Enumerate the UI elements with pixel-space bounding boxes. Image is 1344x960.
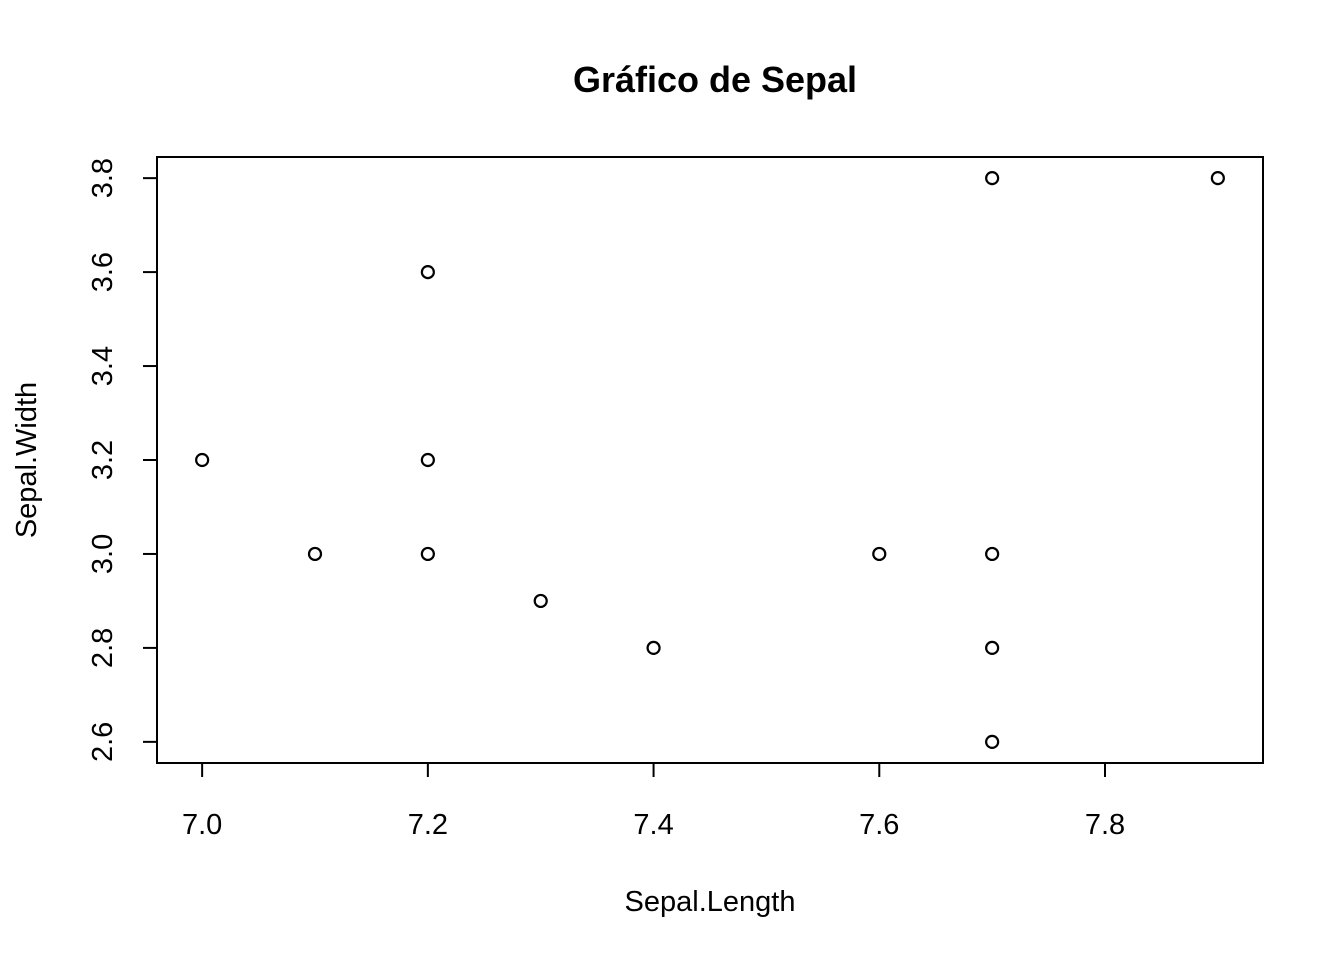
x-tick-label: 7.4: [633, 809, 673, 841]
data-points: [195, 171, 1225, 749]
data-point: [420, 264, 435, 280]
plot-frame: [156, 156, 1264, 764]
x-tick-label: 7.2: [408, 809, 448, 841]
data-point: [985, 546, 1000, 562]
data-point: [985, 734, 1000, 749]
y-tick-label: 3.6: [87, 252, 119, 292]
y-axis: 2.6 2.8 3.0 3.2 3.4 3.6 3.8: [87, 158, 158, 762]
y-tick-label: 3.4: [87, 346, 119, 386]
y-tick-label: 3.8: [87, 158, 119, 198]
data-point: [872, 546, 887, 562]
data-point: [420, 452, 435, 468]
data-point: [646, 640, 661, 656]
y-tick-label: 3.2: [87, 440, 119, 480]
x-axis-label: Sepal.Length: [625, 886, 796, 918]
x-tick-label: 7.8: [1085, 809, 1125, 841]
data-point: [533, 593, 548, 609]
x-tick-label: 7.0: [182, 809, 222, 841]
x-axis: 7.0 7.2 7.4 7.6 7.8: [182, 762, 1125, 841]
data-point: [985, 171, 1000, 186]
y-tick-label: 3.0: [87, 534, 119, 574]
x-tick-label: 7.6: [859, 809, 899, 841]
chart-title: Gráfico de Sepal: [573, 59, 857, 100]
y-tick-label: 2.6: [87, 722, 119, 762]
data-point: [307, 546, 323, 562]
data-point: [420, 546, 435, 562]
data-point: [195, 452, 210, 468]
data-point: [1210, 171, 1225, 186]
y-axis-label: Sepal.Width: [11, 382, 43, 538]
y-tick-label: 2.8: [87, 628, 119, 668]
data-point: [985, 640, 1000, 656]
